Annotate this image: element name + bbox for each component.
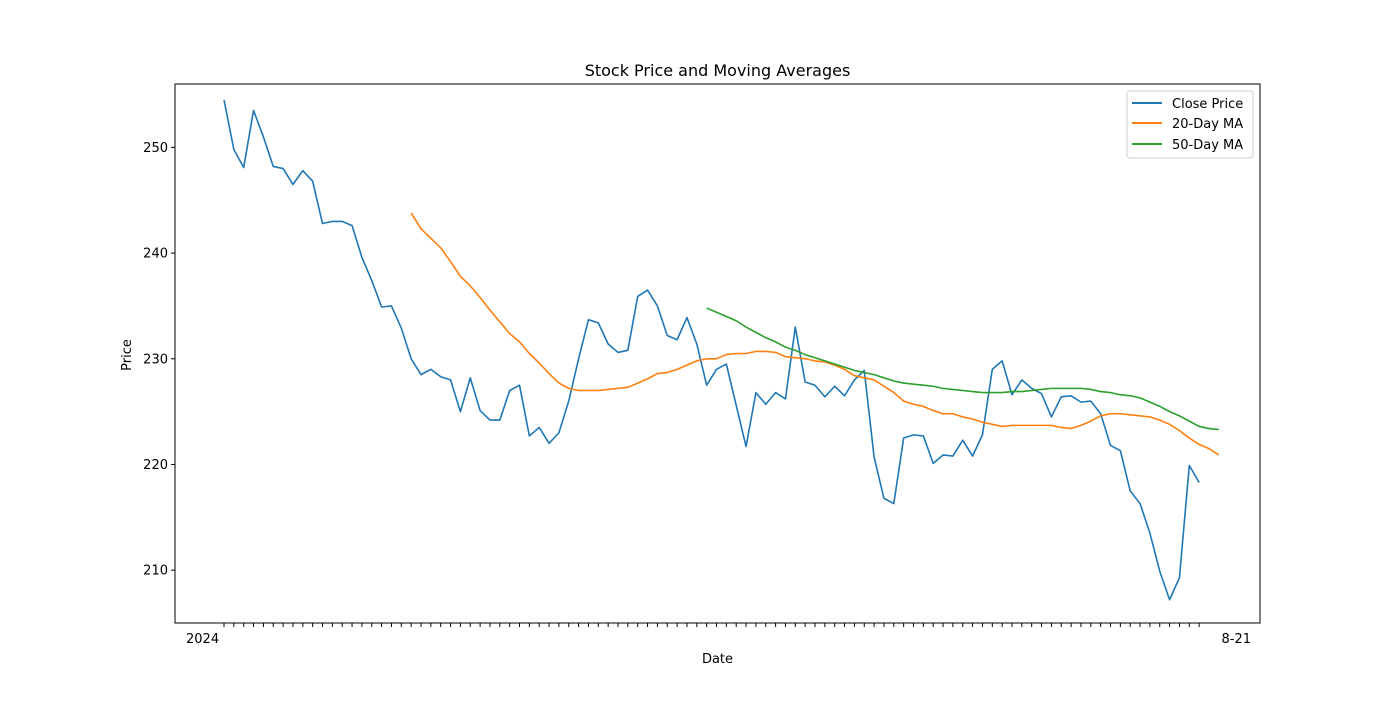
- ma20-line: [410, 212, 1220, 456]
- chart-title: Stock Price and Moving Averages: [585, 61, 851, 80]
- close-price-line: [223, 99, 1200, 601]
- y-tick-label: 230: [143, 352, 168, 367]
- ma50-line: [706, 307, 1219, 431]
- y-tick-label: 240: [143, 247, 168, 262]
- legend: Close Price 20-Day MA 50-Day MA: [1126, 90, 1254, 159]
- legend-label-ma50: 50-Day MA: [1172, 138, 1243, 153]
- x-axis-ticks: [223, 623, 1200, 627]
- x-axis-label: Date: [702, 652, 733, 667]
- y-tick-label: 250: [143, 141, 168, 156]
- y-axis-label: Price: [120, 339, 135, 371]
- plot-area-frame: [174, 83, 1261, 624]
- series-layer: [223, 99, 1220, 601]
- legend-label-close: Close Price: [1172, 97, 1243, 112]
- legend-label-ma20: 20-Day MA: [1172, 117, 1243, 132]
- legend-box: [1126, 90, 1254, 159]
- y-tick-label: 220: [143, 458, 168, 473]
- x-tick-label-first: 2024: [186, 632, 219, 647]
- y-tick-label: 210: [143, 564, 168, 579]
- y-axis-ticks: 210 220 230 240 250: [143, 141, 175, 579]
- x-tick-label-last: 8-21: [1221, 632, 1251, 647]
